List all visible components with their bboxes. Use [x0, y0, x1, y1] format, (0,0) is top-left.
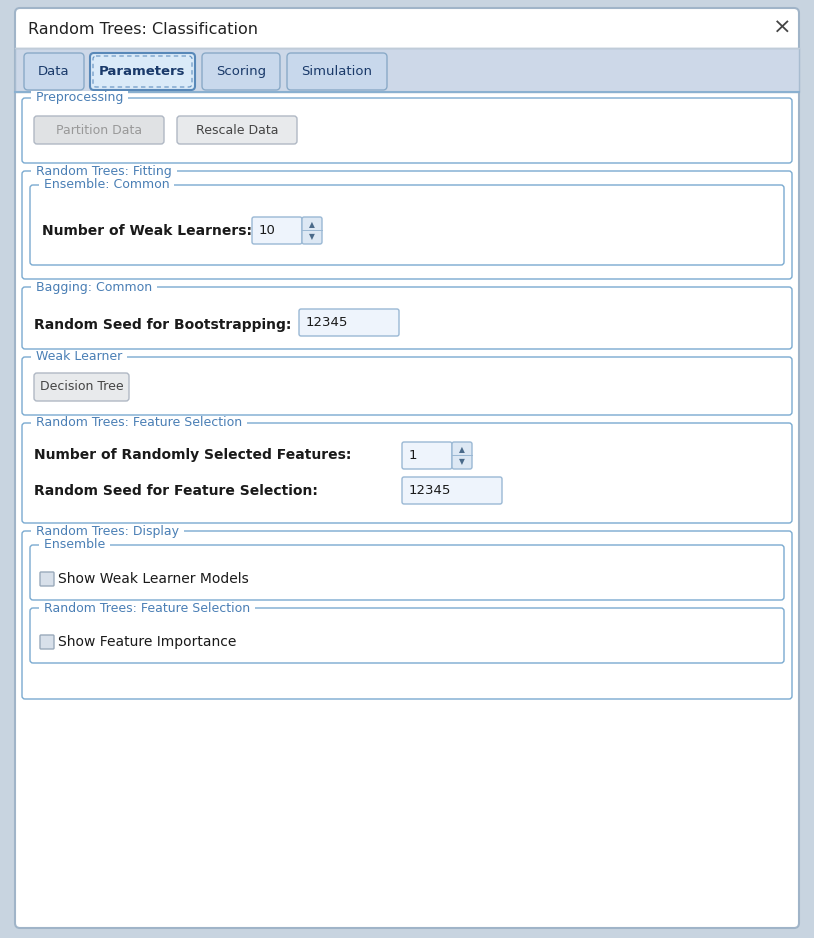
- Text: 12345: 12345: [409, 484, 452, 497]
- FancyBboxPatch shape: [40, 572, 54, 586]
- Text: Random Trees: Fitting: Random Trees: Fitting: [32, 164, 176, 177]
- FancyBboxPatch shape: [452, 442, 472, 469]
- Text: 12345: 12345: [306, 316, 348, 329]
- Text: Bagging: Common: Bagging: Common: [32, 280, 156, 294]
- Text: Show Weak Learner Models: Show Weak Learner Models: [58, 572, 249, 586]
- FancyBboxPatch shape: [30, 608, 784, 663]
- Text: Data: Data: [38, 65, 70, 78]
- FancyBboxPatch shape: [302, 217, 322, 244]
- FancyBboxPatch shape: [177, 116, 297, 144]
- FancyBboxPatch shape: [22, 423, 792, 523]
- FancyBboxPatch shape: [30, 185, 784, 265]
- FancyBboxPatch shape: [22, 287, 792, 349]
- Text: ▲: ▲: [309, 219, 315, 229]
- FancyBboxPatch shape: [22, 98, 792, 163]
- Text: Number of Weak Learners:: Number of Weak Learners:: [42, 224, 252, 238]
- Text: Preprocessing: Preprocessing: [32, 92, 127, 104]
- Text: Random Trees: Classification: Random Trees: Classification: [28, 23, 258, 38]
- Text: Rescale Data: Rescale Data: [195, 124, 278, 137]
- Text: Show Feature Importance: Show Feature Importance: [58, 635, 236, 649]
- FancyBboxPatch shape: [40, 635, 54, 649]
- FancyBboxPatch shape: [90, 53, 195, 90]
- Text: ▲: ▲: [459, 445, 465, 454]
- Text: 1: 1: [409, 449, 418, 462]
- Text: Ensemble: Ensemble: [40, 538, 109, 552]
- Text: Simulation: Simulation: [301, 65, 373, 78]
- FancyBboxPatch shape: [22, 171, 792, 279]
- FancyBboxPatch shape: [34, 373, 129, 401]
- FancyBboxPatch shape: [34, 116, 164, 144]
- Text: Scoring: Scoring: [216, 65, 266, 78]
- Text: Random Trees: Feature Selection: Random Trees: Feature Selection: [40, 601, 254, 614]
- FancyBboxPatch shape: [24, 53, 84, 90]
- Text: Random Trees: Feature Selection: Random Trees: Feature Selection: [32, 416, 246, 430]
- FancyBboxPatch shape: [402, 477, 502, 504]
- Text: 10: 10: [259, 224, 276, 237]
- Text: Number of Randomly Selected Features:: Number of Randomly Selected Features:: [34, 448, 352, 462]
- FancyBboxPatch shape: [30, 545, 784, 600]
- Text: Parameters: Parameters: [99, 65, 186, 78]
- Text: ×: ×: [772, 18, 791, 38]
- Text: Random Seed for Bootstrapping:: Random Seed for Bootstrapping:: [34, 318, 291, 332]
- FancyBboxPatch shape: [22, 531, 792, 699]
- Text: ▼: ▼: [459, 457, 465, 466]
- FancyBboxPatch shape: [299, 309, 399, 336]
- Text: Weak Learner: Weak Learner: [32, 351, 126, 364]
- Bar: [15, 48, 799, 92]
- Text: Ensemble: Common: Ensemble: Common: [40, 178, 173, 191]
- FancyBboxPatch shape: [202, 53, 280, 90]
- FancyBboxPatch shape: [287, 53, 387, 90]
- Text: Decision Tree: Decision Tree: [40, 381, 123, 394]
- Text: Random Trees: Display: Random Trees: Display: [32, 524, 183, 537]
- FancyBboxPatch shape: [252, 217, 302, 244]
- Text: Random Seed for Feature Selection:: Random Seed for Feature Selection:: [34, 484, 318, 498]
- Text: Partition Data: Partition Data: [56, 124, 142, 137]
- FancyBboxPatch shape: [15, 8, 799, 928]
- FancyBboxPatch shape: [22, 357, 792, 415]
- Text: ▼: ▼: [309, 233, 315, 241]
- FancyBboxPatch shape: [402, 442, 452, 469]
